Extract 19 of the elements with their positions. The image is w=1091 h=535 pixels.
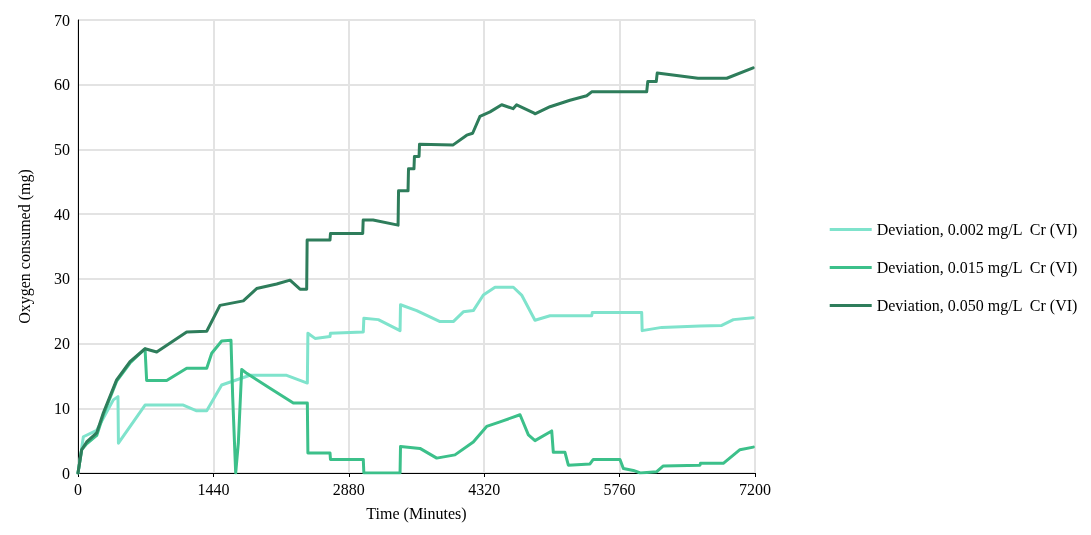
y-tick-label: 40 xyxy=(54,205,70,223)
y-tick-label: 60 xyxy=(54,76,70,94)
legend-label: Deviation, 0.050 mg/L Cr (VI) xyxy=(876,297,1078,315)
x-tick-label: 1440 xyxy=(197,480,230,498)
y-tick-label: 10 xyxy=(54,399,70,417)
y-tick-label: 30 xyxy=(54,270,70,288)
y-tick-label: 50 xyxy=(54,140,70,158)
y-tick-label: 20 xyxy=(54,335,70,353)
x-tick-label: 5760 xyxy=(603,480,636,498)
y-axis-title: Oxygen consumed (mg) xyxy=(15,169,34,324)
legend-label: Deviation, 0.015 mg/L Cr (VI) xyxy=(876,259,1078,277)
y-tick-label: 70 xyxy=(54,11,70,29)
x-tick-label: 0 xyxy=(74,480,82,498)
x-tick-label: 7200 xyxy=(739,480,771,498)
legend-label: Deviation, 0.002 mg/L Cr (VI) xyxy=(876,221,1078,239)
y-tick-label: 0 xyxy=(62,464,70,482)
x-axis-title: Time (Minutes) xyxy=(366,504,467,523)
x-tick-label: 4320 xyxy=(468,480,501,498)
x-tick-label: 2880 xyxy=(332,480,365,498)
